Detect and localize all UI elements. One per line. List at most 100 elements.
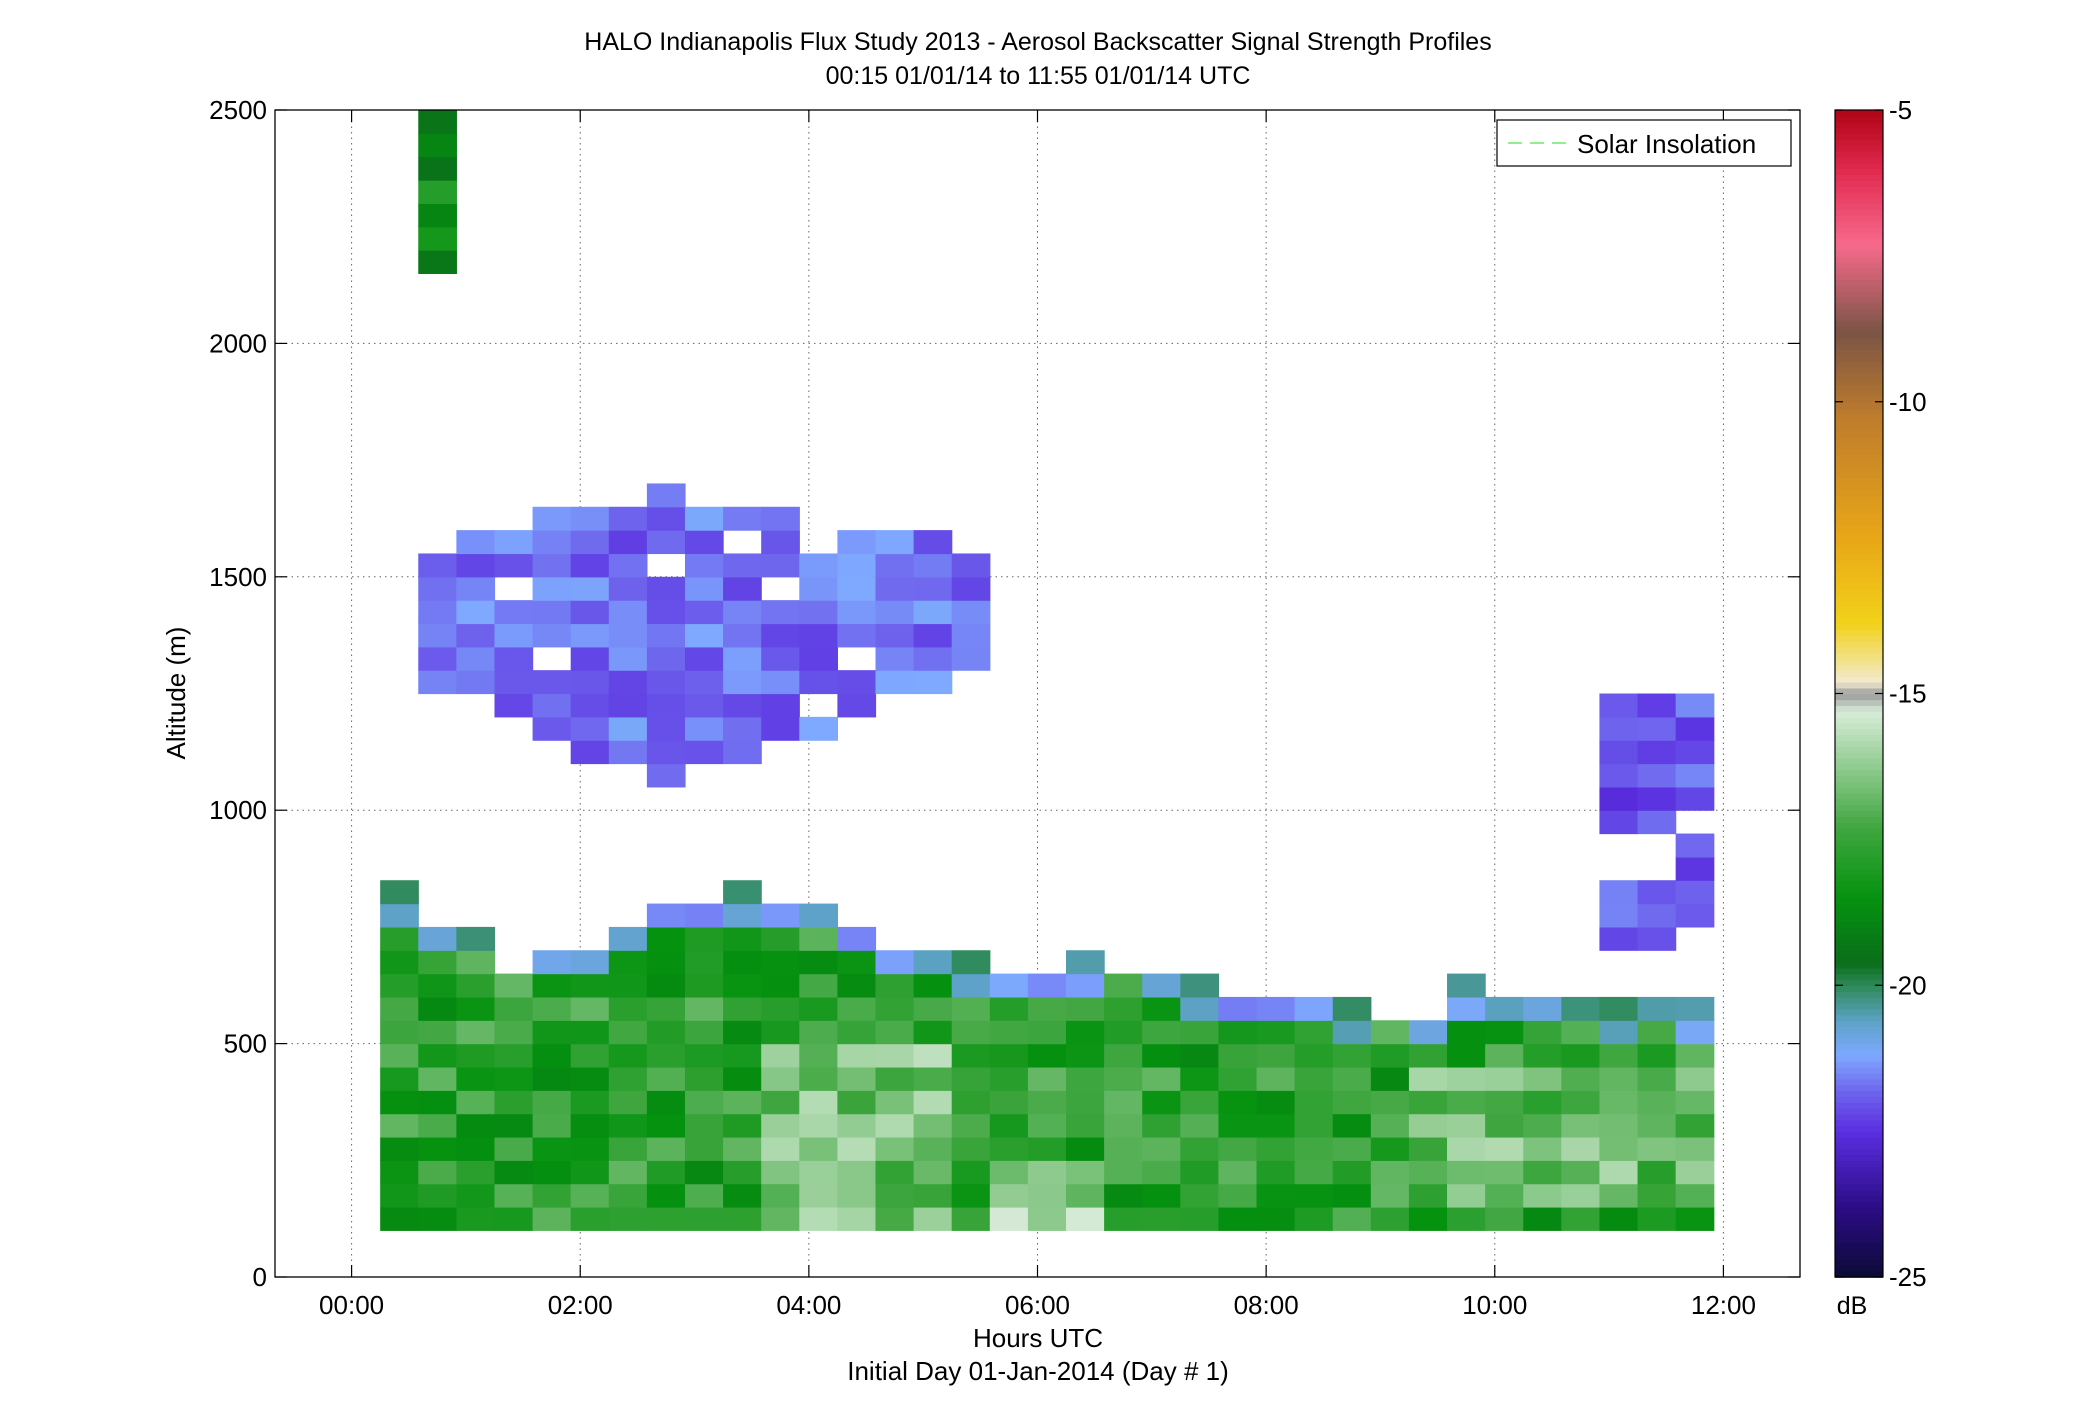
heatmap-cell	[570, 506, 610, 531]
colorbar-swatch	[1835, 967, 1883, 975]
heatmap-cell	[684, 950, 724, 975]
heatmap-cell	[418, 950, 457, 975]
heatmap-cell	[761, 693, 800, 718]
colorbar-swatch	[1835, 1043, 1883, 1051]
heatmap-cell	[1180, 1090, 1220, 1115]
heatmap-cell	[494, 1043, 534, 1068]
heatmap-cell	[1561, 1043, 1601, 1068]
colorbar-swatch	[1835, 1049, 1883, 1057]
heatmap-cell	[1599, 786, 1639, 811]
colorbar-swatch	[1835, 203, 1883, 210]
heatmap-cell	[989, 1020, 1029, 1045]
heatmap-cell	[1675, 1066, 1715, 1091]
heatmap-cell	[1637, 1090, 1677, 1115]
colorbar-swatch	[1835, 553, 1883, 561]
heatmap-cell	[456, 1066, 496, 1091]
colorbar-swatch	[1835, 856, 1883, 864]
colorbar-swatch	[1835, 792, 1883, 800]
colorbar-swatch	[1835, 349, 1883, 356]
heatmap-cell	[951, 973, 991, 998]
colorbar-swatch	[1835, 611, 1883, 619]
heatmap-cell	[1447, 1043, 1486, 1068]
heatmap-cell	[799, 1160, 838, 1185]
heatmap-cell	[723, 1160, 762, 1185]
heatmap-cell	[570, 1113, 610, 1138]
heatmap-cell	[1332, 1206, 1372, 1231]
heatmap-cell	[646, 623, 686, 648]
heatmap-cell	[1332, 1066, 1372, 1091]
heatmap-cell	[418, 623, 457, 648]
colorbar-swatch	[1835, 1026, 1883, 1033]
heatmap-cell	[1142, 996, 1181, 1021]
heatmap-cell	[1180, 996, 1220, 1021]
heatmap-cell	[1104, 1113, 1143, 1138]
legend: Solar Insolation	[1496, 119, 1792, 167]
heatmap-cell	[646, 646, 686, 671]
heatmap-cell	[1599, 1066, 1639, 1091]
heatmap-cell	[1599, 996, 1639, 1021]
heatmap-cell	[989, 1043, 1029, 1068]
colorbar-swatch	[1835, 1096, 1883, 1103]
heatmap-cell	[913, 1066, 953, 1091]
heatmap-cell	[837, 973, 877, 998]
heatmap-cell	[646, 716, 686, 741]
colorbar-swatch	[1835, 121, 1883, 129]
heatmap-cell	[761, 1160, 800, 1185]
heatmap-cell	[1599, 1043, 1639, 1068]
heatmap-cell	[951, 646, 991, 671]
heatmap-cell	[761, 646, 800, 671]
heatmap-cell	[570, 1206, 610, 1231]
heatmap-cell	[723, 1136, 762, 1161]
heatmap-cell	[837, 693, 877, 718]
colorbar-swatch	[1835, 676, 1883, 683]
heatmap-cell	[837, 1206, 877, 1231]
colorbar-swatch	[1835, 617, 1883, 625]
heatmap-cell	[1675, 693, 1715, 718]
heatmap-cell	[799, 670, 838, 695]
colorbar-swatch	[1835, 1177, 1883, 1185]
heatmap-cell	[1523, 1066, 1562, 1091]
colorbar-swatch	[1835, 238, 1883, 245]
colorbar-swatch	[1835, 897, 1883, 905]
colorbar-tick-label: -10	[1889, 387, 1927, 417]
colorbar-swatch	[1835, 454, 1883, 461]
heatmap-cell	[570, 1136, 610, 1161]
heatmap-cell	[684, 530, 724, 555]
heatmap-cell	[723, 646, 762, 671]
heatmap-cell	[1637, 1160, 1677, 1185]
heatmap-cell	[1561, 1160, 1601, 1185]
heatmap-cell	[723, 996, 762, 1021]
heatmap-cell	[532, 1113, 572, 1138]
heatmap-cell	[608, 1113, 648, 1138]
heatmap-cell	[761, 1020, 800, 1045]
colorbar-swatch	[1835, 880, 1883, 887]
colorbar-swatch	[1835, 1241, 1883, 1249]
y-tick-label: 2000	[209, 328, 267, 358]
heatmap-cell	[1675, 740, 1715, 765]
heatmap-cell	[1066, 1043, 1105, 1068]
colorbar-tick-label: -15	[1889, 679, 1927, 709]
heatmap-cell	[989, 1090, 1029, 1115]
heatmap-cell	[1256, 1113, 1296, 1138]
heatmap-cell	[494, 1066, 534, 1091]
heatmap-cell	[646, 973, 686, 998]
heatmap-cell	[1256, 1043, 1296, 1068]
heatmap-cell	[1485, 1113, 1524, 1138]
heatmap-cell	[1447, 1020, 1486, 1045]
colorbar-swatch	[1835, 751, 1883, 759]
colorbar-swatch	[1835, 244, 1883, 251]
heatmap-cell	[1142, 1090, 1181, 1115]
heatmap-cell	[608, 950, 648, 975]
heatmap-cell	[1485, 1136, 1524, 1161]
heatmap-cell	[1485, 1066, 1524, 1091]
heatmap-cell	[1180, 1160, 1220, 1185]
colorbar-swatch	[1835, 547, 1883, 555]
heatmap-cell	[1066, 1113, 1105, 1138]
heatmap-cell	[799, 973, 838, 998]
heatmap-cell	[1066, 996, 1105, 1021]
heatmap-cell	[418, 1113, 457, 1138]
colorbar-swatch	[1835, 1253, 1883, 1261]
heatmap-cell	[913, 576, 953, 601]
heatmap-cell	[951, 1043, 991, 1068]
heatmap-cell	[989, 1160, 1029, 1185]
